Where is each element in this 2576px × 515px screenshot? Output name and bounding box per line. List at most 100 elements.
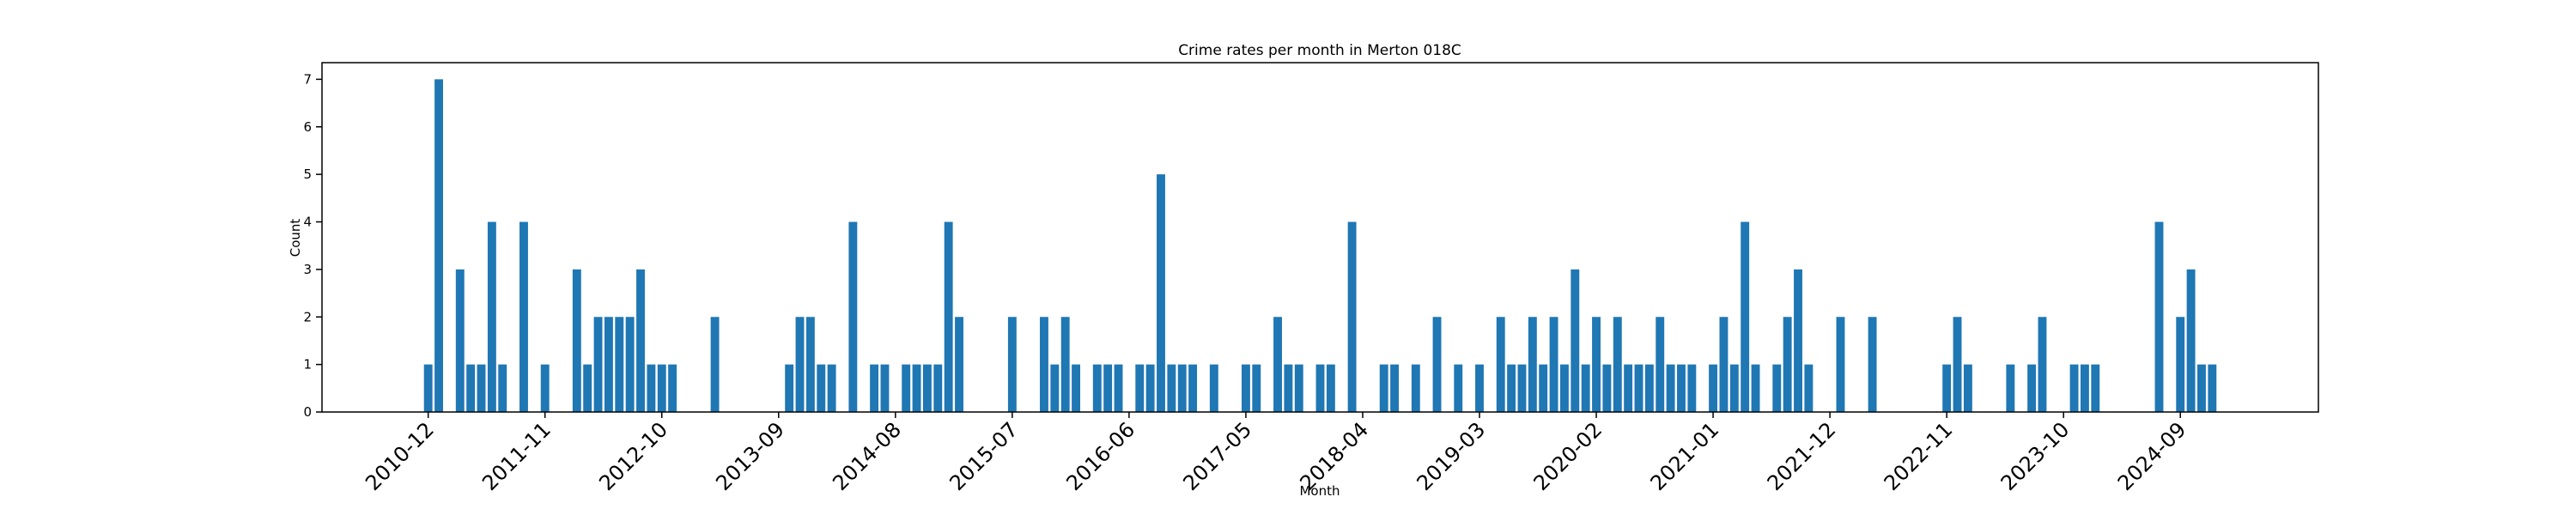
bar xyxy=(870,364,879,412)
y-axis-label: Count xyxy=(288,219,303,258)
bar xyxy=(487,221,496,412)
bar xyxy=(1294,364,1303,412)
bar xyxy=(955,317,963,412)
bar xyxy=(1273,317,1282,412)
bar xyxy=(1475,364,1484,412)
bar xyxy=(880,364,890,412)
bar xyxy=(2176,317,2185,412)
bar xyxy=(1326,364,1335,412)
bar xyxy=(1729,364,1739,412)
bar xyxy=(604,317,613,412)
bar xyxy=(1836,317,1845,412)
bar xyxy=(1252,364,1261,412)
bar xyxy=(657,364,666,412)
bar xyxy=(1963,364,1972,412)
bar xyxy=(2197,364,2206,412)
bar xyxy=(2006,364,2015,412)
y-tick-label: 4 xyxy=(303,215,312,230)
x-axis-label: Month xyxy=(1299,483,1340,499)
bar xyxy=(933,364,943,412)
bar xyxy=(1145,364,1155,412)
bar xyxy=(785,364,794,412)
bar xyxy=(519,221,528,412)
y-tick-label: 3 xyxy=(303,262,312,277)
bar xyxy=(2186,269,2196,412)
bar xyxy=(1634,364,1643,412)
bar xyxy=(1507,364,1516,412)
bar xyxy=(1040,317,1048,412)
bar xyxy=(902,364,911,412)
bar xyxy=(1592,317,1601,412)
bar xyxy=(1549,317,1558,412)
bar xyxy=(423,364,433,412)
bar xyxy=(498,364,507,412)
bar xyxy=(1209,364,1218,412)
bar xyxy=(1942,364,1952,412)
bar xyxy=(1559,364,1569,412)
bar xyxy=(1868,317,1877,412)
bar xyxy=(1677,364,1686,412)
bar xyxy=(2091,364,2100,412)
bar xyxy=(625,317,635,412)
bar xyxy=(1953,317,1962,412)
bar xyxy=(2154,221,2164,412)
bar xyxy=(912,364,921,412)
bar xyxy=(1103,364,1113,412)
bar xyxy=(668,364,677,412)
bar xyxy=(593,317,603,412)
bar xyxy=(1454,364,1463,412)
bar xyxy=(922,364,932,412)
bar xyxy=(1496,317,1505,412)
bar xyxy=(434,79,443,412)
bar xyxy=(1517,364,1527,412)
bar xyxy=(1050,364,1060,412)
bar xyxy=(1411,364,1420,412)
bar xyxy=(1347,221,1357,412)
bar xyxy=(848,221,858,412)
bar xyxy=(1804,364,1814,412)
bar xyxy=(1666,364,1675,412)
bar xyxy=(540,364,550,412)
bar xyxy=(1188,364,1198,412)
bar xyxy=(1114,364,1123,412)
bar xyxy=(1177,364,1187,412)
bar xyxy=(827,364,836,412)
y-tick-label: 7 xyxy=(303,71,312,87)
bar xyxy=(636,269,645,412)
bar xyxy=(1581,364,1590,412)
bar xyxy=(1390,364,1400,412)
bar xyxy=(1284,364,1293,412)
bar xyxy=(1379,364,1388,412)
bar xyxy=(477,364,486,412)
plot-frame xyxy=(321,62,2319,413)
bar xyxy=(1007,317,1017,412)
bar xyxy=(710,317,720,412)
bar xyxy=(466,364,476,412)
chart-title: Crime rates per month in Merton 018C xyxy=(1178,42,1461,59)
bar xyxy=(1571,269,1580,412)
bar xyxy=(2080,364,2089,412)
bar xyxy=(795,317,805,412)
bar xyxy=(1794,269,1802,412)
y-tick-label: 6 xyxy=(303,119,312,135)
bar xyxy=(583,364,592,412)
bar xyxy=(1539,364,1548,412)
y-tick-label: 0 xyxy=(303,404,312,420)
bar xyxy=(1060,317,1070,412)
bar xyxy=(2069,364,2079,412)
bar xyxy=(1613,317,1622,412)
bar xyxy=(1241,364,1250,412)
bar xyxy=(1644,364,1654,412)
y-tick-label: 1 xyxy=(303,357,312,373)
bar xyxy=(1135,364,1145,412)
bar xyxy=(615,317,624,412)
bar xyxy=(2038,317,2047,412)
bar xyxy=(817,364,826,412)
bar xyxy=(1751,364,1760,412)
bar xyxy=(572,269,581,412)
bar xyxy=(1783,317,1792,412)
bar xyxy=(1602,364,1612,412)
bar xyxy=(1167,364,1176,412)
